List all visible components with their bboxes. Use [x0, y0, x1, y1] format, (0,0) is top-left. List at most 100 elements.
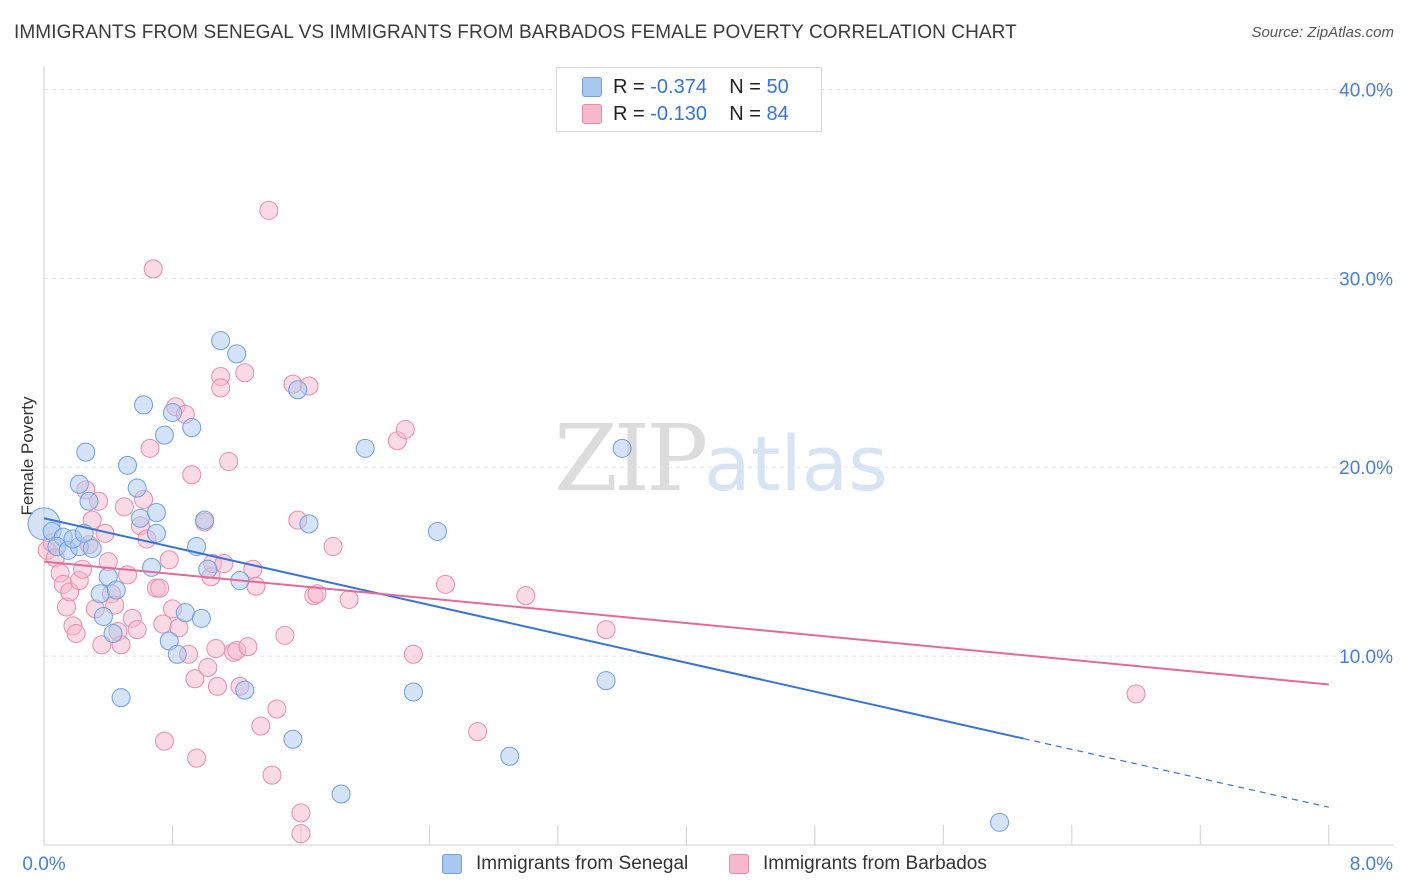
- barbados-point: [435, 574, 455, 594]
- senegal-point: [111, 688, 131, 708]
- watermark-zip: ZIP: [554, 405, 708, 512]
- barbados-point: [114, 497, 134, 517]
- senegal-point: [154, 425, 174, 445]
- senegal-point: [106, 580, 126, 600]
- barbados-point: [323, 537, 343, 557]
- senegal-swatch: [582, 77, 602, 97]
- y-tick-label: 20.0%: [1339, 458, 1393, 479]
- legend-barbados-swatch: [729, 854, 749, 874]
- barbados-point: [339, 589, 359, 609]
- senegal-r-label: R =: [613, 75, 651, 98]
- source-credit: Source: ZipAtlas.com: [1251, 24, 1394, 41]
- barbados-point: [262, 765, 282, 785]
- senegal-point: [235, 680, 255, 700]
- senegal-point: [146, 523, 166, 543]
- barbados-point: [259, 200, 279, 220]
- barbados-point: [219, 452, 239, 472]
- legend: Immigrants from Senegal Immigrants from …: [0, 850, 1406, 878]
- barbados-point: [238, 637, 258, 657]
- senegal-n-label: N =: [729, 75, 767, 98]
- senegal-point: [146, 503, 166, 523]
- y-tick-label: 10.0%: [1339, 647, 1393, 668]
- legend-item-senegal[interactable]: Immigrants from Senegal: [442, 850, 688, 878]
- barbados-point: [211, 378, 231, 398]
- barbados-point: [395, 419, 415, 439]
- barbados-point: [207, 676, 227, 696]
- barbados-point: [468, 722, 488, 742]
- senegal-point: [990, 812, 1010, 832]
- senegal-point: [127, 478, 147, 498]
- barbados-point: [150, 578, 170, 598]
- senegal-point: [69, 474, 89, 494]
- barbados-point: [182, 465, 202, 485]
- senegal-point: [198, 559, 218, 579]
- senegal-n-value: 50: [766, 75, 789, 98]
- legend-item-barbados[interactable]: Immigrants from Barbados: [729, 850, 987, 878]
- senegal-point: [90, 584, 110, 604]
- senegal-stats-text: R = -0.374 N = 50: [613, 76, 789, 99]
- barbados-r-label: R =: [613, 102, 651, 125]
- watermark-atlas: atlas: [704, 419, 888, 508]
- watermark: ZIPatlas: [554, 405, 888, 512]
- senegal-point: [167, 644, 187, 664]
- senegal-point: [191, 608, 211, 628]
- senegal-point: [182, 418, 202, 438]
- senegal-point: [175, 603, 195, 623]
- senegal-r-value: -0.374: [650, 75, 707, 98]
- x-tick-label: 0.0%: [22, 854, 65, 875]
- senegal-point: [283, 729, 303, 749]
- barbados-point: [154, 731, 174, 751]
- legend-senegal-label: Immigrants from Senegal: [476, 853, 689, 874]
- barbados-point: [185, 669, 205, 689]
- trend-lines: [43, 517, 1329, 808]
- barbados-point: [66, 623, 86, 643]
- barbados-point: [246, 576, 266, 596]
- senegal-point: [142, 557, 162, 577]
- barbados-point: [198, 657, 218, 677]
- senegal-point: [331, 784, 351, 804]
- barbados-point: [206, 639, 226, 659]
- barbados-point: [403, 644, 423, 664]
- senegal-point: [500, 746, 520, 766]
- senegal-point: [79, 491, 99, 511]
- barbados-point: [127, 620, 147, 640]
- barbados-point: [596, 620, 616, 640]
- barbados-point: [140, 438, 160, 458]
- barbados-n-label: N =: [729, 102, 767, 125]
- senegal-point: [134, 395, 154, 415]
- senegal-point: [162, 402, 182, 422]
- barbados-point: [143, 259, 163, 279]
- senegal-point: [355, 438, 375, 458]
- barbados-n-value: 84: [766, 102, 789, 125]
- senegal-point: [103, 623, 123, 643]
- barbados-point: [73, 559, 93, 579]
- barbados-swatch: [582, 104, 602, 124]
- barbados-point: [92, 635, 112, 655]
- axes: [43, 66, 1393, 846]
- barbados-point: [159, 550, 179, 570]
- senegal-trend-line: [43, 517, 1024, 740]
- legend-barbados-label: Immigrants from Barbados: [763, 853, 987, 874]
- y-tick-label: 30.0%: [1339, 269, 1393, 290]
- barbados-stats-text: R = -0.130 N = 84: [613, 103, 789, 126]
- barbados-point: [251, 716, 271, 736]
- y-tick-labels: 10.0% 20.0% 30.0% 40.0%: [1339, 80, 1393, 668]
- senegal-point: [227, 344, 247, 364]
- barbados-point: [267, 699, 287, 719]
- barbados-point: [291, 824, 311, 844]
- senegal-point: [93, 606, 113, 626]
- chart-title: IMMIGRANTS FROM SENEGAL VS IMMIGRANTS FR…: [14, 22, 1017, 43]
- senegal-point: [299, 514, 319, 534]
- barbados-r-value: -0.130: [650, 102, 707, 125]
- barbados-point: [291, 803, 311, 823]
- barbados-point: [187, 748, 207, 768]
- barbados-trend-line: [43, 560, 1329, 686]
- barbados-point: [1126, 684, 1146, 704]
- y-tick-label: 40.0%: [1339, 80, 1393, 101]
- x-tick-label: 8.0%: [1350, 854, 1393, 875]
- senegal-point: [612, 438, 632, 458]
- barbados-point: [307, 584, 327, 604]
- barbados-point: [516, 586, 536, 606]
- barbados-point: [275, 625, 295, 645]
